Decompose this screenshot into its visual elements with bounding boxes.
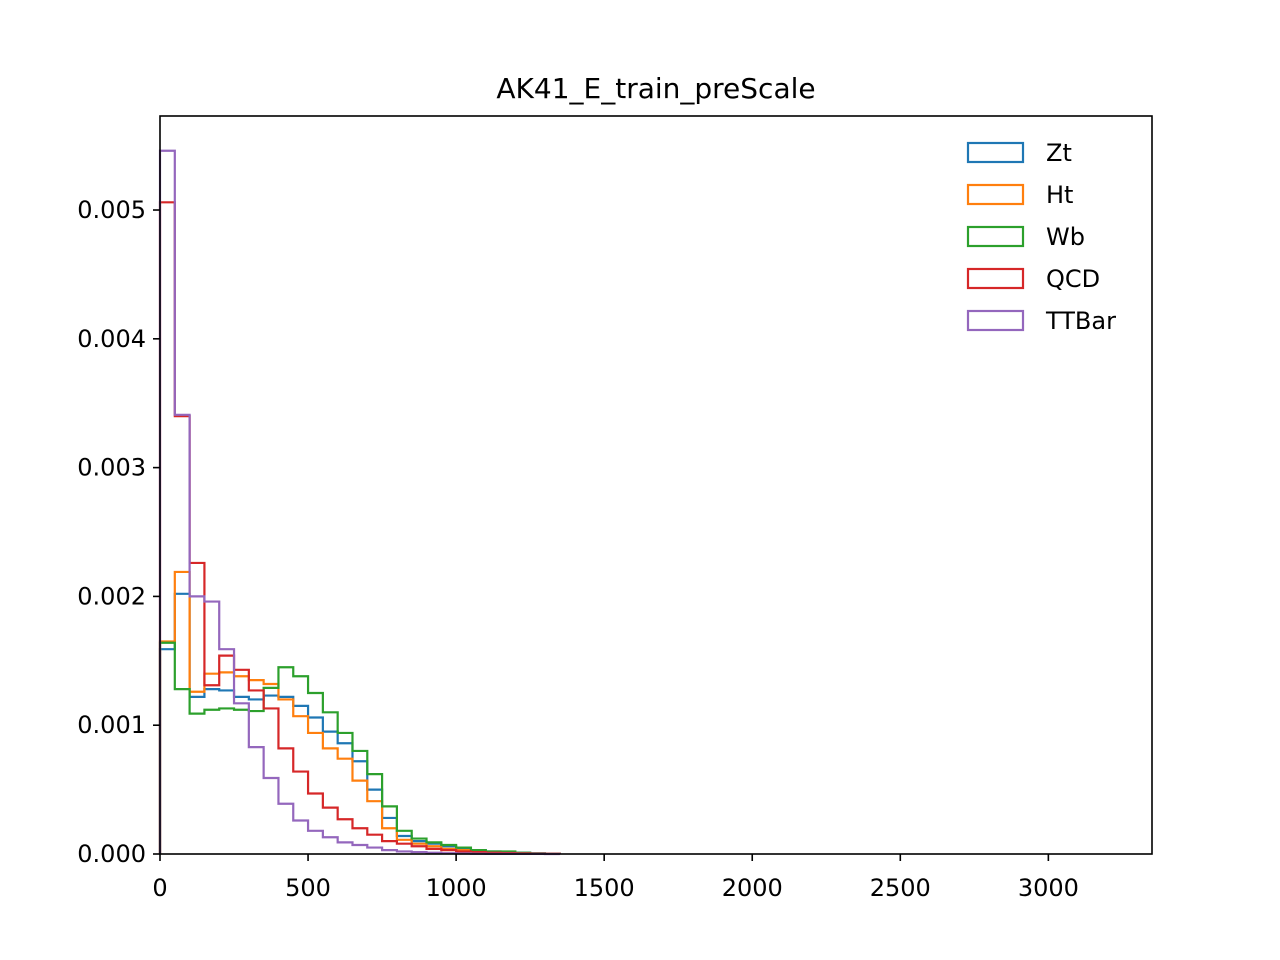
- plot-area-frame: [159, 115, 1153, 855]
- legend-label-qcd: QCD: [1046, 265, 1100, 293]
- series-step-qcd: [158, 201, 561, 855]
- legend-label-ttbar: TTBar: [1045, 307, 1116, 335]
- legend-label-wb: Wb: [1046, 223, 1085, 251]
- y-tick-label: 0.000: [77, 840, 146, 868]
- y-tick-label: 0.003: [77, 454, 146, 482]
- legend-label-ht: Ht: [1046, 181, 1073, 209]
- chart-title: AK41_E_train_preScale: [496, 72, 815, 105]
- x-tick-label: 1500: [574, 874, 635, 902]
- x-axis: 0 500 1000 1500 2000 2500 3000: [152, 854, 1079, 902]
- legend-swatch-zt: [966, 141, 1025, 164]
- x-tick-label: 3000: [1018, 874, 1079, 902]
- y-axis: 0.000 0.001 0.002 0.003 0.004 0.005: [77, 196, 160, 868]
- legend-swatch-ht: [966, 183, 1025, 206]
- legend-swatch-wb: [966, 225, 1025, 248]
- legend-swatch-qcd: [966, 267, 1025, 290]
- y-tick-label: 0.002: [77, 582, 146, 610]
- legend-swatch-ttbar: [966, 309, 1025, 332]
- y-tick-label: 0.004: [77, 325, 146, 353]
- legend: Zt Ht Wb QCD TTBar: [966, 139, 1116, 335]
- x-tick-label: 1000: [426, 874, 487, 902]
- x-tick-label: 2500: [870, 874, 931, 902]
- y-tick-label: 0.001: [77, 711, 146, 739]
- y-tick-label: 0.005: [77, 196, 146, 224]
- x-tick-label: 0: [152, 874, 167, 902]
- x-tick-label: 500: [285, 874, 331, 902]
- legend-label-zt: Zt: [1046, 139, 1072, 167]
- x-tick-label: 2000: [722, 874, 783, 902]
